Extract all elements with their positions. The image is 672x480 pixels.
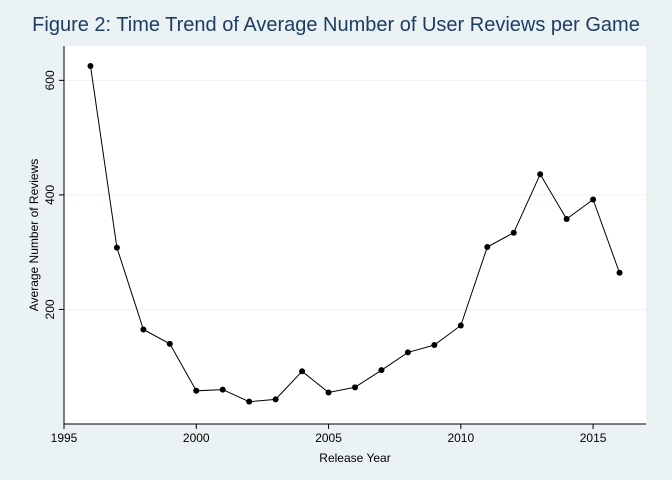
data-point-2011 (484, 244, 491, 251)
data-point-2016 (616, 269, 623, 276)
data-point-2014 (563, 215, 570, 222)
data-point-2000 (193, 387, 200, 394)
data-point-1996 (87, 63, 94, 70)
data-point-2012 (510, 229, 517, 236)
y-axis-ticks: 200 400 600 (43, 70, 64, 319)
data-point-2010 (457, 322, 464, 329)
y-axis-title: Average Number of Reviews (27, 159, 41, 312)
data-point-2009 (431, 341, 438, 348)
x-tick-label: 2005 (315, 431, 342, 445)
x-tick-label: 2010 (447, 431, 474, 445)
chart-title: Figure 2: Time Trend of Average Number o… (32, 14, 640, 36)
y-tick-label: 400 (43, 185, 57, 205)
data-point-2005 (325, 389, 332, 396)
data-points (87, 63, 623, 405)
data-point-2008 (404, 349, 411, 356)
data-point-1999 (166, 340, 173, 347)
x-tick-label: 2015 (580, 431, 607, 445)
data-point-2004 (299, 368, 306, 375)
x-tick-label: 2000 (183, 431, 210, 445)
data-point-2006 (352, 384, 358, 391)
data-point-2003 (272, 396, 279, 403)
data-point-1997 (113, 244, 120, 251)
x-axis-ticks: 1995 2000 2005 2010 2015 (51, 424, 607, 445)
data-point-2001 (219, 386, 226, 393)
data-point-2013 (537, 171, 544, 178)
data-point-2007 (378, 367, 385, 374)
y-tick-label: 200 (43, 299, 57, 319)
gridlines (64, 79, 646, 310)
x-tick-label: 1995 (51, 431, 78, 445)
plot-area (64, 46, 646, 424)
data-point-2002 (246, 398, 253, 405)
data-point-1998 (140, 326, 147, 333)
y-tick-label: 600 (43, 70, 57, 90)
data-point-2015 (590, 196, 597, 203)
x-axis-title: Release Year (319, 451, 390, 465)
